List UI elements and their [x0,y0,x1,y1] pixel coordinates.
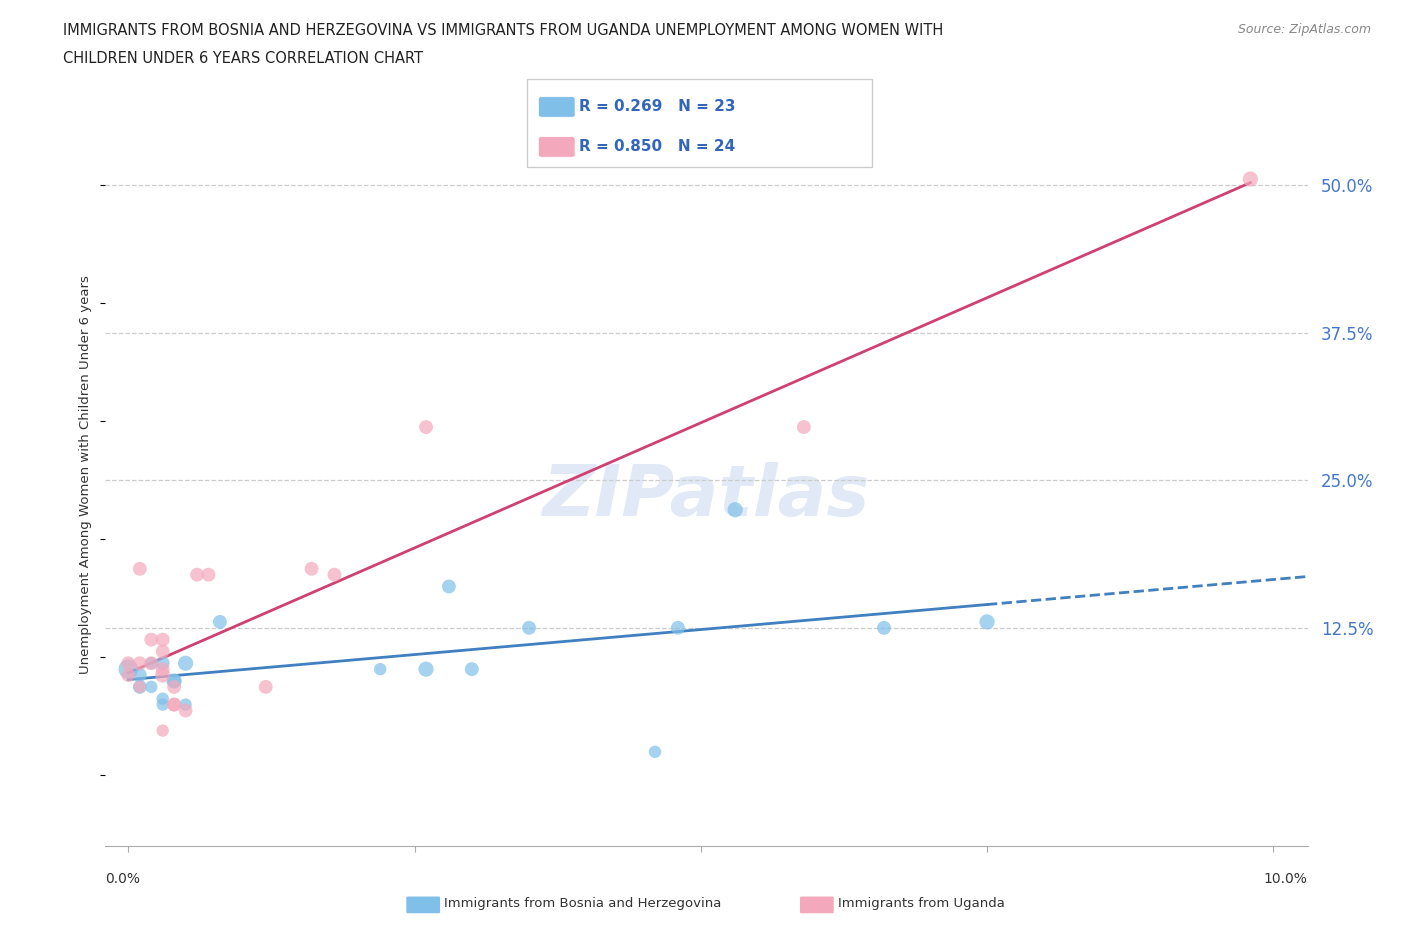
Point [163,698,186,712]
Text: 0.0%: 0.0% [105,871,141,886]
Point [163,698,186,712]
Point [128,680,150,695]
Point [437,579,460,594]
Text: R = 0.850   N = 24: R = 0.850 N = 24 [579,140,735,154]
Text: Immigrants from Bosnia and Herzegovina: Immigrants from Bosnia and Herzegovina [444,897,721,910]
Point [873,620,896,635]
Text: CHILDREN UNDER 6 YEARS CORRELATION CHART: CHILDREN UNDER 6 YEARS CORRELATION CHART [63,51,423,66]
Point [152,662,174,677]
Point [163,673,186,688]
Point [793,419,815,434]
Point [301,562,323,577]
Point [152,632,174,647]
Text: R = 0.269   N = 23: R = 0.269 N = 23 [579,100,735,114]
Point [152,691,174,706]
Point [976,615,998,630]
Point [254,680,277,695]
Point [517,620,540,635]
Point [415,662,437,677]
Text: 10.0%: 10.0% [1264,871,1308,886]
Point [117,662,139,677]
Point [152,668,174,683]
Point [141,656,163,671]
Point [174,656,197,671]
Text: IMMIGRANTS FROM BOSNIA AND HERZEGOVINA VS IMMIGRANTS FROM UGANDA UNEMPLOYMENT AM: IMMIGRANTS FROM BOSNIA AND HERZEGOVINA V… [63,23,943,38]
Point [724,502,747,517]
Point [644,744,666,759]
Text: Source: ZipAtlas.com: Source: ZipAtlas.com [1237,23,1371,36]
Point [152,724,174,738]
Point [368,662,391,677]
Point [152,656,174,671]
Point [128,668,150,683]
Point [163,673,186,688]
Point [666,620,689,635]
Point [186,567,208,582]
Point [197,567,219,582]
Point [415,419,437,434]
Point [152,698,174,712]
Point [174,703,197,718]
Point [141,632,163,647]
Point [163,680,186,695]
Point [1239,172,1261,187]
Point [174,698,197,712]
Y-axis label: Unemployment Among Women with Children Under 6 years: Unemployment Among Women with Children U… [79,275,93,673]
Point [141,656,163,671]
Point [208,615,231,630]
Point [141,680,163,695]
Point [128,680,150,695]
Point [128,562,150,577]
Text: Immigrants from Uganda: Immigrants from Uganda [838,897,1005,910]
Point [117,656,139,671]
Text: ZIPatlas: ZIPatlas [543,462,870,531]
Point [152,644,174,658]
Point [323,567,346,582]
Point [128,656,150,671]
Point [117,668,139,683]
Point [461,662,484,677]
